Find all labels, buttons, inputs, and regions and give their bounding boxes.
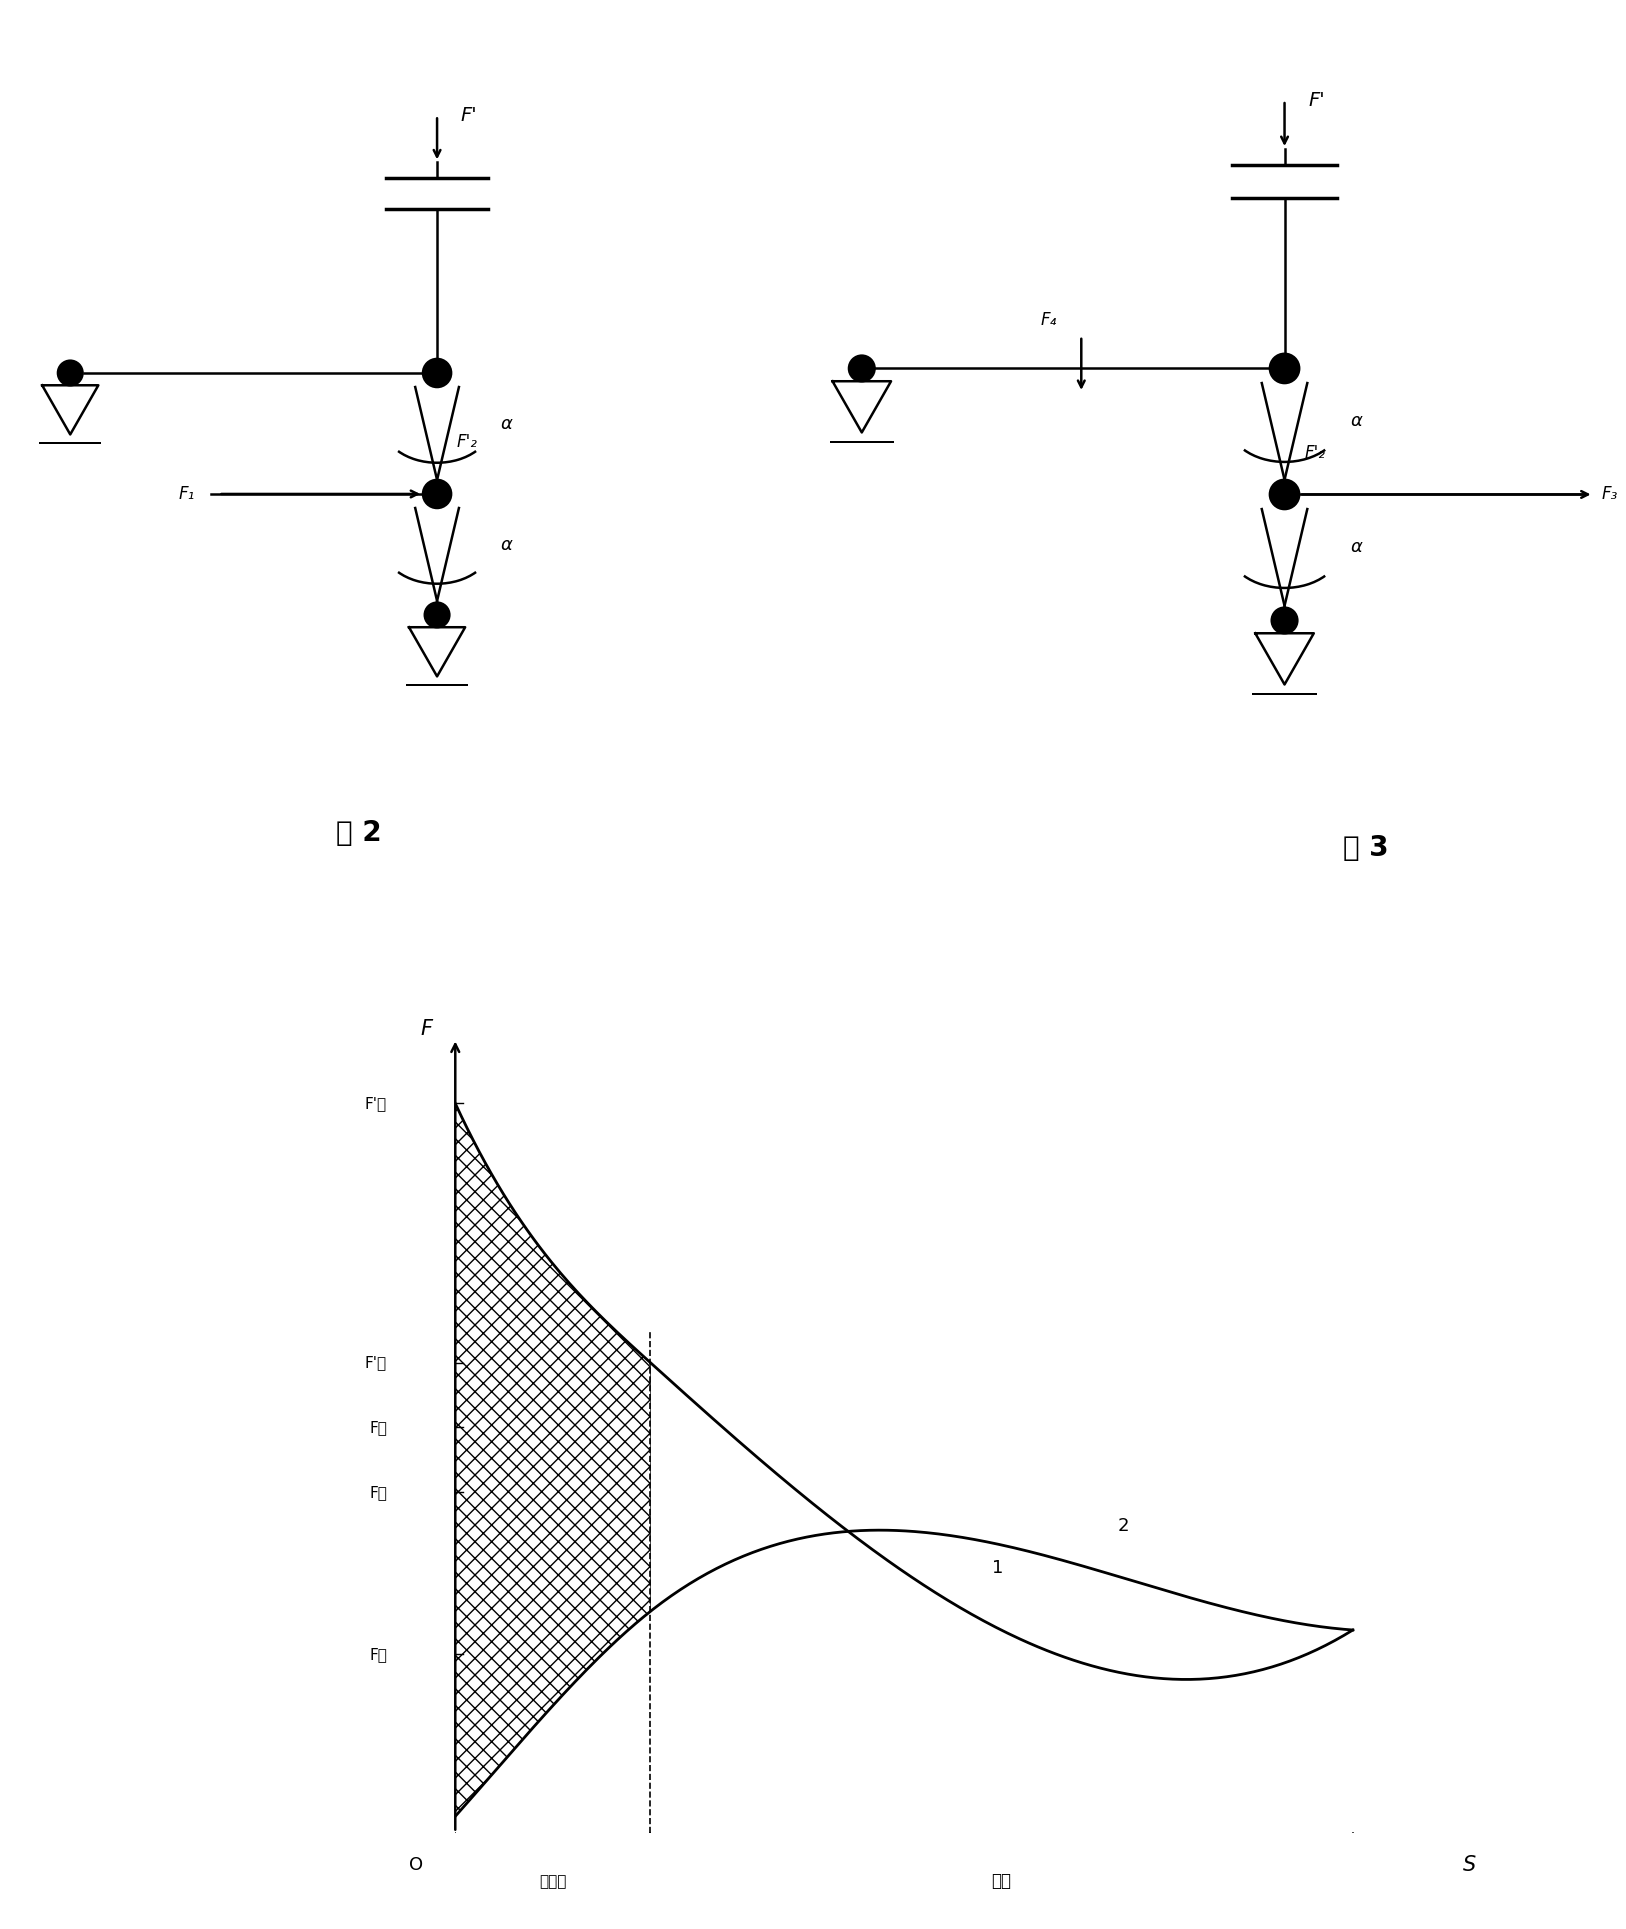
Text: O: O <box>410 1856 423 1873</box>
Text: F合: F合 <box>369 1420 387 1435</box>
Text: $\alpha$: $\alpha$ <box>1350 413 1363 430</box>
Text: 2: 2 <box>1119 1518 1130 1535</box>
Text: $\alpha$: $\alpha$ <box>499 415 514 432</box>
Circle shape <box>59 361 83 386</box>
Text: $\alpha$: $\alpha$ <box>1350 538 1363 556</box>
Circle shape <box>423 359 450 388</box>
Text: F丝: F丝 <box>369 1647 387 1661</box>
Text: 开距: 开距 <box>992 1873 1011 1890</box>
Text: F'₂: F'₂ <box>457 432 478 451</box>
Text: F刚: F刚 <box>369 1485 387 1499</box>
Text: 图 3: 图 3 <box>1343 833 1389 862</box>
Text: 1: 1 <box>992 1559 1003 1576</box>
Text: 图 2: 图 2 <box>337 820 382 847</box>
Text: F': F' <box>1309 91 1325 110</box>
Circle shape <box>424 602 449 627</box>
Text: F: F <box>420 1019 433 1038</box>
Text: 超行程: 超行程 <box>540 1873 566 1888</box>
Circle shape <box>423 480 450 507</box>
Circle shape <box>1270 480 1299 509</box>
Text: F'刚: F'刚 <box>364 1356 387 1370</box>
Text: F₄: F₄ <box>1041 311 1057 328</box>
Text: F₃: F₃ <box>1602 486 1618 503</box>
Text: S: S <box>1463 1856 1476 1875</box>
Text: F₁: F₁ <box>179 484 195 503</box>
Circle shape <box>1270 353 1299 384</box>
Text: F': F' <box>460 106 476 125</box>
Text: $\alpha$: $\alpha$ <box>499 536 514 554</box>
Text: F'₂: F'₂ <box>1304 444 1325 461</box>
Circle shape <box>1272 608 1298 633</box>
Text: F'合: F'合 <box>364 1096 387 1111</box>
Circle shape <box>849 355 875 382</box>
